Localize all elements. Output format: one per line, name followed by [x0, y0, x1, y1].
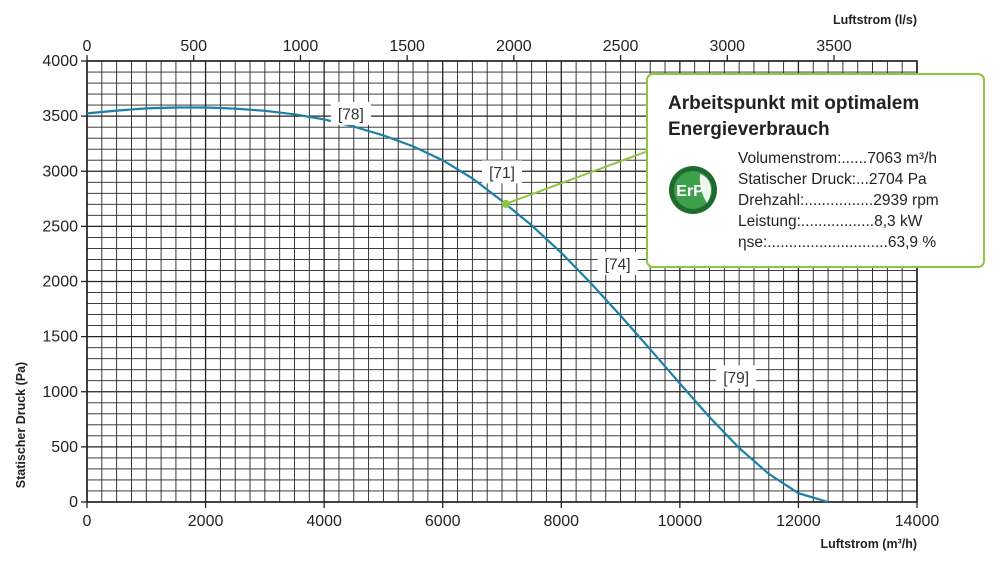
y-axis-title: Statischer Druck (Pa) [14, 362, 28, 488]
y-tick-label: 2000 [42, 274, 78, 291]
erp-leaf-icon: ErP [669, 166, 717, 214]
curve-callout: [79] [716, 365, 757, 389]
operating-point-leader-line [505, 150, 649, 205]
y-tick-label: 3500 [42, 108, 78, 125]
x-bottom-tick-label: 4000 [306, 513, 342, 530]
x-top-tick-label: 3500 [816, 38, 852, 55]
info-row-static-pressure: Statischer Druck:...2704 Pa [738, 171, 927, 188]
y-tick-label: 3000 [42, 163, 78, 180]
y-tick-label: 4000 [42, 53, 78, 70]
x-top-tick-label: 0 [83, 38, 92, 55]
x-bottom-tick-label: 6000 [425, 513, 461, 530]
callout-layer: [78] [71] [74] [79] [330, 101, 757, 389]
infobox-title: Arbeitspunkt mit optimalem Energieverbra… [668, 93, 920, 140]
curve-callout-label: [78] [338, 106, 364, 123]
x-top-tick-label: 500 [180, 38, 207, 55]
curve-callout-label: [71] [489, 165, 515, 182]
y-tick-label: 2500 [42, 218, 78, 235]
curve-callout: [74] [597, 251, 638, 275]
x-top-tick-label: 2000 [496, 38, 532, 55]
operating-point-marker [501, 199, 510, 208]
x-bottom-tick-label: 0 [83, 513, 92, 530]
x-bottom-tick-label: 14000 [895, 513, 940, 530]
y-tick-label: 500 [51, 439, 78, 456]
infobox-values: Volumenstrom:......7063 m³/h Statischer … [738, 148, 939, 253]
curve-callout-background [330, 101, 371, 125]
top-axis-title: Luftstrom (l/s) [833, 13, 917, 27]
series-layer [86, 106, 829, 504]
info-row-volume-flow: Volumenstrom:......7063 m³/h [738, 150, 938, 167]
curve-callout: [78] [330, 101, 371, 125]
bottom-axis-title: Luftstrom (m³/h) [820, 537, 917, 551]
x-top-tick-label: 1500 [389, 38, 425, 55]
x-bottom-tick-label: 2000 [188, 513, 224, 530]
info-row-efficiency: ηse:............................63,9 % [738, 234, 937, 251]
y-tick-label: 0 [69, 494, 78, 511]
info-row-power: Leistung:.................8,3 kW [738, 213, 923, 230]
curve-callout-background [482, 160, 522, 184]
curve-callout-background [597, 251, 638, 275]
info-row-speed: Drehzahl:................2939 rpm [738, 192, 939, 209]
operating-point-infobox: Arbeitspunkt mit optimalem Energieverbra… [646, 73, 985, 268]
x-bottom-tick-label: 8000 [543, 513, 579, 530]
fan-curve-line [86, 106, 829, 504]
erp-logo-text: ErP [676, 183, 704, 200]
curve-callout-background [716, 365, 757, 389]
x-top-tick-label: 3000 [709, 38, 745, 55]
x-top-tick-label: 1000 [283, 38, 319, 55]
x-top-tick-label: 2500 [603, 38, 639, 55]
curve-callout-label: [79] [723, 370, 749, 387]
y-tick-label: 1500 [42, 329, 78, 346]
x-bottom-tick-label: 12000 [776, 513, 821, 530]
x-bottom-tick-label: 10000 [658, 513, 703, 530]
curve-callout: [71] [482, 160, 522, 184]
curve-callout-label: [74] [605, 256, 631, 273]
y-tick-label: 1000 [42, 384, 78, 401]
